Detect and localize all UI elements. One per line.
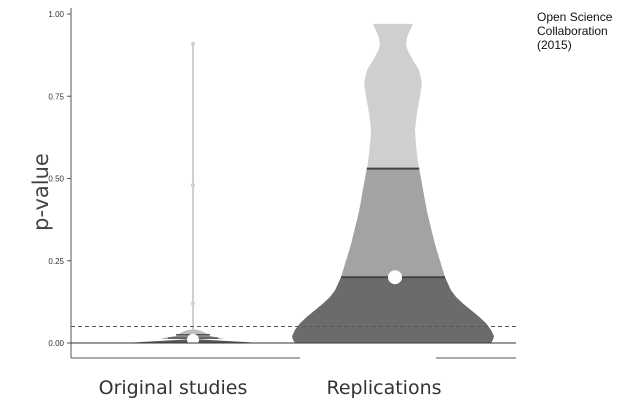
mean-point-original bbox=[187, 333, 199, 346]
y-tick-label: 0.50 bbox=[48, 175, 64, 184]
violin-replications-lower bbox=[292, 277, 494, 343]
category-label-replications: Replications bbox=[326, 377, 441, 399]
y-tick-label: 0.00 bbox=[48, 339, 64, 348]
outlier-point bbox=[190, 301, 196, 306]
y-tick-label: 1.00 bbox=[48, 10, 64, 19]
plot-area bbox=[71, 23, 516, 346]
violin-original-tail-end bbox=[191, 41, 195, 46]
category-label-original: Original studies bbox=[99, 377, 248, 399]
y-tick-label: 0.25 bbox=[48, 257, 64, 266]
violin-replications-upper bbox=[364, 23, 422, 169]
y-axis: 0.00 0.25 0.50 0.75 1.00 bbox=[48, 8, 516, 359]
y-axis-label: p-value bbox=[29, 153, 53, 231]
outlier-point bbox=[190, 182, 196, 188]
source-annotation: Open Science Collaboration (2015) bbox=[537, 10, 613, 52]
y-tick-label: 0.75 bbox=[48, 92, 64, 101]
mean-point-replications bbox=[388, 270, 402, 285]
violin-replications-middle bbox=[341, 168, 445, 278]
